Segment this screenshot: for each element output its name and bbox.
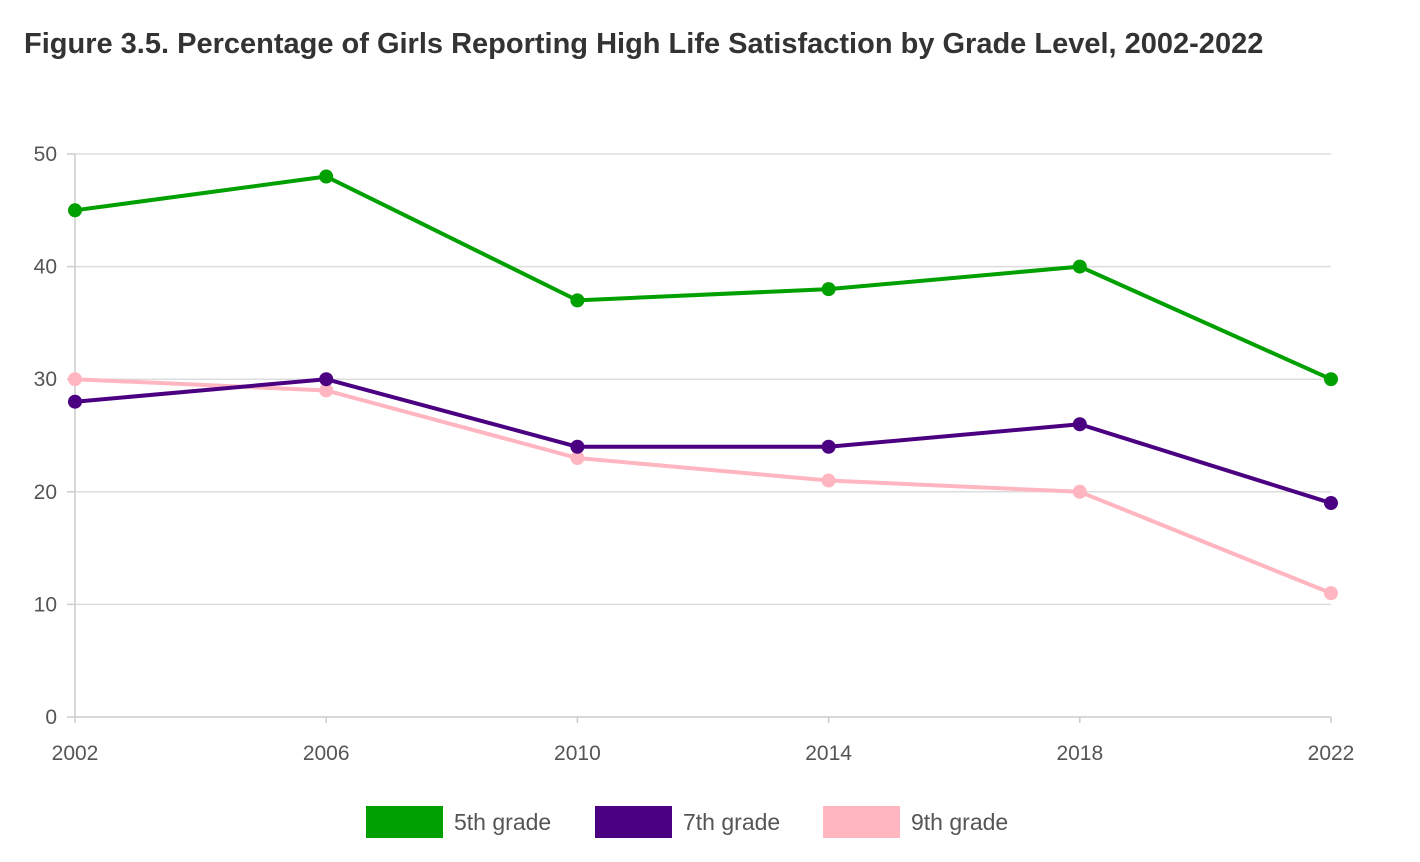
y-tick-label-30: 30 <box>34 368 57 391</box>
data-point-9th-grade-2006 <box>319 383 334 398</box>
data-point-7th-grade-2018 <box>1072 417 1087 432</box>
legend-label-5th-grade: 5th grade <box>454 809 551 835</box>
x-tick-label-2022: 2022 <box>1308 742 1355 765</box>
data-point-9th-grade-2010 <box>570 451 585 466</box>
legend-swatch-5th-grade <box>366 806 443 838</box>
legend-item-7th-grade: 7th grade <box>595 806 780 838</box>
x-tick-label-2002: 2002 <box>52 742 99 765</box>
data-point-7th-grade-2006 <box>319 372 334 387</box>
y-tick-label-0: 0 <box>45 706 57 729</box>
series-line-7th-grade <box>73 377 1333 506</box>
data-point-5th-grade-2006 <box>319 169 334 184</box>
data-point-5th-grade-2014 <box>821 282 836 297</box>
data-point-5th-grade-2018 <box>1072 259 1087 274</box>
data-point-7th-grade-2002 <box>68 394 82 409</box>
series-9th-grade <box>68 372 1338 601</box>
series-7th-grade <box>68 372 1338 511</box>
gridlines <box>75 153 1331 606</box>
y-tick-label-50: 50 <box>34 143 57 166</box>
data-point-7th-grade-2014 <box>821 439 836 454</box>
x-tick-label-2010: 2010 <box>554 742 601 765</box>
series-line-5th-grade <box>73 174 1333 382</box>
y-tick-label-10: 10 <box>34 593 57 616</box>
series-5th-grade <box>68 169 1338 387</box>
x-tick-label-2006: 2006 <box>303 742 350 765</box>
legend-item-5th-grade: 5th grade <box>366 806 551 838</box>
data-point-5th-grade-2002 <box>68 203 82 218</box>
y-tick-label-40: 40 <box>34 256 57 279</box>
axes <box>67 153 1332 723</box>
legend-swatch-7th-grade <box>595 806 672 838</box>
legend-label-7th-grade: 7th grade <box>683 809 780 835</box>
y-axis-tick-labels: 0 10 20 30 40 50 <box>34 143 57 729</box>
data-point-9th-grade-2002 <box>68 372 82 387</box>
data-point-5th-grade-2010 <box>570 293 585 308</box>
series-line-9th-grade <box>73 377 1333 596</box>
data-point-5th-grade-2022 <box>1324 372 1338 387</box>
series-lines <box>68 169 1338 601</box>
chart-title: Figure 3.5. Percentage of Girls Reportin… <box>24 28 1264 60</box>
data-point-9th-grade-2018 <box>1072 484 1087 499</box>
legend-item-9th-grade: 9th grade <box>823 806 1008 838</box>
y-tick-label-20: 20 <box>34 481 57 504</box>
legend-swatch-9th-grade <box>823 806 900 838</box>
data-point-7th-grade-2022 <box>1324 496 1338 511</box>
data-point-9th-grade-2022 <box>1324 586 1338 601</box>
legend-label-9th-grade: 9th grade <box>911 809 1008 835</box>
x-axis-tick-labels: 2002 2006 2010 2014 2018 2022 <box>52 742 1355 765</box>
x-tick-label-2018: 2018 <box>1056 742 1103 765</box>
data-point-7th-grade-2010 <box>570 439 585 454</box>
legend: 5th grade 7th grade 9th grade <box>366 806 1008 838</box>
data-point-9th-grade-2014 <box>821 473 836 488</box>
x-tick-label-2014: 2014 <box>805 742 852 765</box>
